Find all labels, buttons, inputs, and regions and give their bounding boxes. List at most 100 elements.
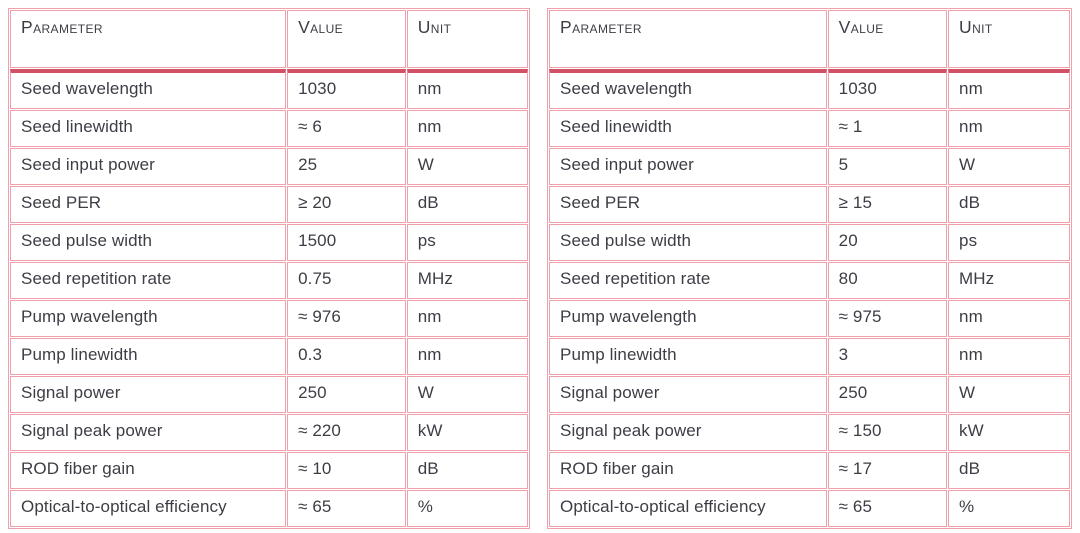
cell-parameter: Pump wavelength <box>10 300 287 337</box>
cell-parameter: Signal peak power <box>549 414 827 451</box>
cell-value: 250 <box>827 376 948 413</box>
cell-parameter: Pump linewidth <box>10 338 287 375</box>
table-row: Optical-to-optical efficiency ≈ 65 % <box>10 490 528 527</box>
cell-unit: W <box>948 148 1070 185</box>
table-row: Seed PER ≥ 15 dB <box>549 186 1070 223</box>
table-row: Pump linewidth 0.3 nm <box>10 338 528 375</box>
table-row: Seed wavelength 1030 nm <box>549 69 1070 109</box>
cell-unit: kW <box>406 414 528 451</box>
cell-value: ≈ 975 <box>827 300 948 337</box>
cell-parameter: Seed wavelength <box>10 69 287 109</box>
header-row: Parameter Value Unit <box>549 10 1070 68</box>
table-row: Signal peak power ≈ 150 kW <box>549 414 1070 451</box>
cell-unit: nm <box>948 110 1070 147</box>
cell-parameter: Optical-to-optical efficiency <box>549 490 827 527</box>
tables-container: Parameter Value Unit Seed wavelength 103… <box>8 8 1072 529</box>
cell-value: 1030 <box>827 69 948 109</box>
cell-value: ≈ 220 <box>287 414 406 451</box>
cell-value: 25 <box>287 148 406 185</box>
cell-value: ≥ 20 <box>287 186 406 223</box>
cell-unit: nm <box>948 338 1070 375</box>
cell-value: ≈ 976 <box>287 300 406 337</box>
table-row: Seed repetition rate 80 MHz <box>549 262 1070 299</box>
cell-unit: nm <box>948 69 1070 109</box>
table-row: Seed pulse width 1500 ps <box>10 224 528 261</box>
cell-parameter: Seed repetition rate <box>10 262 287 299</box>
table-row: Pump wavelength ≈ 976 nm <box>10 300 528 337</box>
cell-unit: MHz <box>406 262 528 299</box>
cell-parameter: ROD fiber gain <box>549 452 827 489</box>
cell-parameter: Seed linewidth <box>549 110 827 147</box>
table-row: Signal power 250 W <box>10 376 528 413</box>
cell-unit: dB <box>948 186 1070 223</box>
cell-parameter: Optical-to-optical efficiency <box>10 490 287 527</box>
cell-parameter: ROD fiber gain <box>10 452 287 489</box>
cell-unit: % <box>406 490 528 527</box>
cell-value: ≈ 1 <box>827 110 948 147</box>
cell-unit: kW <box>948 414 1070 451</box>
table-row: Seed linewidth ≈ 1 nm <box>549 110 1070 147</box>
cell-parameter: Signal power <box>10 376 287 413</box>
cell-parameter: Seed PER <box>10 186 287 223</box>
col-header-parameter: Parameter <box>549 10 827 68</box>
cell-unit: W <box>948 376 1070 413</box>
cell-parameter: Seed pulse width <box>549 224 827 261</box>
table-row: Optical-to-optical efficiency ≈ 65 % <box>549 490 1070 527</box>
cell-unit: dB <box>406 452 528 489</box>
cell-value: 1030 <box>287 69 406 109</box>
col-header-parameter: Parameter <box>10 10 287 68</box>
spec-table-left: Parameter Value Unit Seed wavelength 103… <box>8 8 530 529</box>
cell-unit: % <box>948 490 1070 527</box>
cell-unit: nm <box>406 300 528 337</box>
cell-value: 20 <box>827 224 948 261</box>
cell-parameter: Pump linewidth <box>549 338 827 375</box>
cell-value: 80 <box>827 262 948 299</box>
table-row: Pump wavelength ≈ 975 nm <box>549 300 1070 337</box>
cell-parameter: Signal peak power <box>10 414 287 451</box>
cell-value: 0.75 <box>287 262 406 299</box>
table-row: Signal power 250 W <box>549 376 1070 413</box>
cell-value: 1500 <box>287 224 406 261</box>
col-header-value: Value <box>827 10 948 68</box>
table-row: Seed input power 25 W <box>10 148 528 185</box>
cell-parameter: Seed input power <box>549 148 827 185</box>
cell-value: 0.3 <box>287 338 406 375</box>
cell-value: ≥ 15 <box>827 186 948 223</box>
cell-unit: ps <box>406 224 528 261</box>
cell-value: 5 <box>827 148 948 185</box>
table-row: ROD fiber gain ≈ 17 dB <box>549 452 1070 489</box>
cell-parameter: Seed pulse width <box>10 224 287 261</box>
table-row: Seed wavelength 1030 nm <box>10 69 528 109</box>
cell-unit: dB <box>948 452 1070 489</box>
cell-value: 250 <box>287 376 406 413</box>
cell-unit: W <box>406 376 528 413</box>
cell-unit: nm <box>948 300 1070 337</box>
cell-value: 3 <box>827 338 948 375</box>
table-row: Seed linewidth ≈ 6 nm <box>10 110 528 147</box>
cell-parameter: Seed repetition rate <box>549 262 827 299</box>
spec-table-right: Parameter Value Unit Seed wavelength 103… <box>547 8 1072 529</box>
cell-value: ≈ 6 <box>287 110 406 147</box>
col-header-unit: Unit <box>406 10 528 68</box>
cell-value: ≈ 150 <box>827 414 948 451</box>
cell-unit: nm <box>406 69 528 109</box>
cell-parameter: Pump wavelength <box>549 300 827 337</box>
table-row: Seed input power 5 W <box>549 148 1070 185</box>
cell-parameter: Seed linewidth <box>10 110 287 147</box>
cell-unit: MHz <box>948 262 1070 299</box>
col-header-value: Value <box>287 10 406 68</box>
table-row: ROD fiber gain ≈ 10 dB <box>10 452 528 489</box>
table-row: Seed PER ≥ 20 dB <box>10 186 528 223</box>
table-row: Seed repetition rate 0.75 MHz <box>10 262 528 299</box>
cell-unit: W <box>406 148 528 185</box>
cell-unit: nm <box>406 338 528 375</box>
cell-unit: dB <box>406 186 528 223</box>
cell-value: ≈ 65 <box>827 490 948 527</box>
cell-parameter: Signal power <box>549 376 827 413</box>
table-row: Seed pulse width 20 ps <box>549 224 1070 261</box>
cell-parameter: Seed input power <box>10 148 287 185</box>
cell-unit: nm <box>406 110 528 147</box>
cell-value: ≈ 17 <box>827 452 948 489</box>
cell-parameter: Seed wavelength <box>549 69 827 109</box>
cell-value: ≈ 10 <box>287 452 406 489</box>
